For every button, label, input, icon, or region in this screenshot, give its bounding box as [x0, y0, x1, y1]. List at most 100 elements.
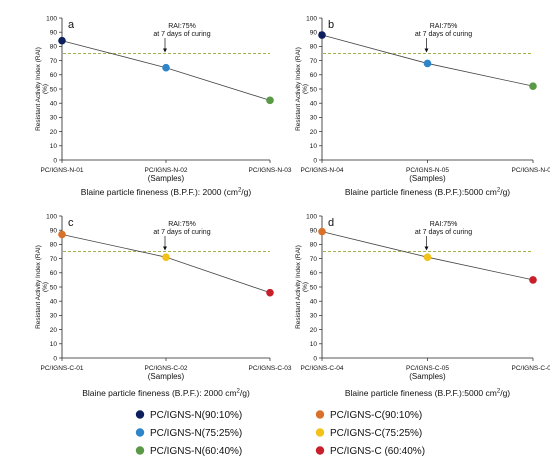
blaine-caption-superscript: 2	[497, 188, 501, 194]
x-tick-label: PC/IGNS-C-06	[512, 365, 550, 372]
blaine-caption: Blaine particle fineness (B.P.F.):5000 c…	[345, 388, 510, 398]
rai-annotation-subtitle: at 7 days of curing	[153, 229, 210, 236]
legend-label: PC/IGNS-N(75:25%)	[150, 428, 242, 439]
panel-label: c	[68, 217, 74, 229]
legend-label: PC/IGNS-N(60:40%)	[150, 446, 242, 457]
x-tick-label: PC/IGNS-N-05	[406, 167, 449, 174]
y-tick-label: 20	[50, 327, 58, 334]
y-tick-label: 80	[50, 44, 58, 51]
y-axis-title: Resistant Activity Index (RAI)	[295, 47, 302, 131]
panel-label: d	[328, 217, 334, 229]
y-tick-label: 80	[310, 44, 318, 51]
legend-label: PC/IGNS-C (60:40%)	[330, 446, 425, 457]
legend-marker	[135, 446, 145, 455]
chart-panel-b: 0 10 20 30 40 50 60 70 80 90 100 PC/IGNS-N-04 PC/IGN…	[295, 15, 550, 197]
legend-item: PC/IGNS-C(90:10%)	[315, 410, 422, 421]
y-tick-label: 0	[313, 355, 317, 362]
y-axis-unit: (%)	[42, 282, 49, 292]
y-tick-label: 40	[310, 101, 318, 108]
blaine-caption-superscript: 2	[497, 389, 501, 395]
y-tick-label: 10	[310, 341, 318, 348]
rai-annotation-title: RAI:75%	[168, 23, 196, 30]
panel-label: b	[328, 19, 334, 31]
legend-marker	[315, 446, 325, 455]
y-tick-label: 30	[50, 313, 58, 320]
blaine-caption: Blaine particle fineness (B.P.F.): 2000 …	[81, 187, 252, 197]
x-tick-label: PC/IGNS-N-04	[301, 167, 344, 174]
rai-annotation-arrowhead	[163, 48, 167, 53]
x-axis-title: (Samples)	[409, 372, 446, 381]
y-tick-label: 20	[310, 327, 318, 334]
data-point	[162, 63, 170, 72]
blaine-caption-unit: /g)	[500, 388, 510, 398]
rai-annotation-subtitle: at 7 days of curing	[415, 229, 472, 236]
y-axis-unit: (%)	[302, 84, 309, 94]
blaine-caption-superscript: 2	[238, 188, 242, 194]
blaine-caption: Blaine particle fineness (B.P.F.):5000 c…	[345, 187, 510, 197]
rai-annotation-title: RAI:75%	[430, 23, 458, 30]
y-axis-title: Resistant Activity Index (RAI)	[35, 47, 42, 131]
y-axis-title: Resistant Activity Index (RAI)	[295, 245, 302, 329]
y-tick-label: 30	[310, 313, 318, 320]
y-tick-label: 50	[310, 86, 318, 93]
y-tick-label: 40	[310, 299, 318, 306]
data-point	[529, 82, 537, 90]
x-tick-label: PC/IGNS-C-04	[301, 365, 344, 372]
data-point	[266, 288, 274, 297]
y-tick-label: 100	[46, 213, 57, 220]
rai-annotation-subtitle: at 7 days of curing	[153, 31, 210, 38]
y-tick-label: 90	[50, 228, 58, 235]
data-point	[423, 59, 432, 68]
rai-annotation-title: RAI:75%	[430, 221, 458, 228]
y-tick-label: 10	[50, 143, 58, 150]
legend-item: PC/IGNS-C(75:25%)	[315, 428, 422, 439]
blaine-caption-main: Blaine particle fineness (B.P.F.):5000 c…	[345, 187, 497, 197]
legend-label: PC/IGNS-C(75:25%)	[330, 428, 422, 439]
legend-item: PC/IGNS-N(60:40%)	[135, 446, 242, 457]
y-tick-label: 60	[50, 72, 58, 79]
y-tick-label: 60	[50, 270, 58, 277]
blaine-caption-main: Blaine particle fineness (B.P.F.): 2000 …	[81, 187, 238, 197]
x-tick-label: PC/IGNS-N-01	[41, 167, 84, 174]
legend-item: PC/IGNS-N(90:10%)	[135, 410, 242, 421]
x-tick-label: PC/IGNS-N-02	[145, 167, 188, 174]
panel-label: a	[68, 19, 75, 31]
legend-item: PC/IGNS-N(75:25%)	[135, 428, 242, 439]
y-tick-label: 70	[310, 256, 318, 263]
y-tick-label: 80	[50, 242, 58, 249]
data-point	[529, 276, 537, 284]
y-tick-label: 10	[50, 341, 58, 348]
y-tick-label: 100	[306, 15, 317, 22]
y-tick-label: 0	[53, 355, 57, 362]
y-tick-label: 30	[310, 115, 318, 122]
y-axis-title: Resistant Activity Index (RAI)	[35, 245, 42, 329]
y-tick-label: 30	[50, 115, 58, 122]
data-point	[266, 96, 274, 105]
y-tick-label: 100	[46, 15, 57, 22]
y-axis-unit: (%)	[302, 282, 309, 292]
data-point	[318, 227, 326, 236]
y-tick-label: 0	[53, 157, 57, 164]
data-point	[423, 253, 432, 261]
x-tick-label: PC/IGNS-C-01	[41, 365, 84, 372]
y-tick-label: 90	[50, 30, 58, 37]
y-tick-label: 60	[310, 270, 318, 277]
x-axis-title: (Samples)	[409, 174, 446, 183]
y-tick-label: 50	[50, 86, 58, 93]
legend-marker	[315, 428, 325, 437]
y-tick-label: 70	[50, 58, 58, 65]
rai-annotation-arrowhead	[163, 246, 167, 251]
x-tick-label: PC/IGNS-N-06	[512, 167, 550, 174]
data-point	[58, 230, 66, 239]
blaine-caption-main: Blaine particle fineness (B.P.F.): 2000 …	[82, 388, 236, 398]
blaine-caption-superscript: 2	[237, 389, 241, 395]
y-tick-label: 70	[310, 58, 318, 65]
y-tick-label: 90	[310, 228, 318, 235]
blaine-caption-unit: /g)	[500, 187, 510, 197]
y-tick-label: 40	[50, 299, 58, 306]
legend-marker	[135, 428, 145, 437]
y-tick-label: 100	[306, 213, 317, 220]
data-point	[318, 31, 326, 39]
x-tick-label: PC/IGNS-C-05	[406, 365, 449, 372]
